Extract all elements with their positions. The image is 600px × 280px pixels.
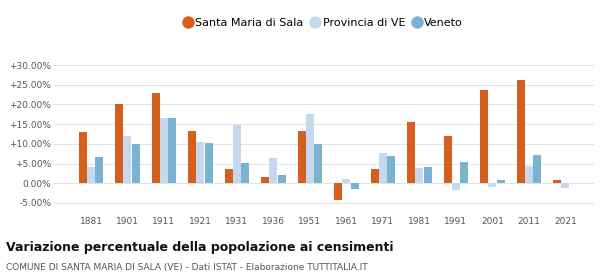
Bar [278,174,286,183]
Bar [169,118,176,183]
Bar [205,143,213,183]
Bar [95,157,103,183]
Bar [188,131,196,183]
Bar [488,183,496,187]
Bar [314,144,322,183]
Legend: Santa Maria di Sala, Provincia di VE, Veneto: Santa Maria di Sala, Provincia di VE, Ve… [182,14,466,32]
Bar [87,167,95,183]
Bar [415,168,424,183]
Bar [132,144,140,183]
Bar [562,183,569,188]
Bar [224,169,233,183]
Bar [160,118,168,183]
Bar [517,80,524,183]
Bar [443,136,452,183]
Bar [533,155,541,183]
Bar [343,179,350,183]
Bar [306,114,314,183]
Bar [460,162,469,183]
Bar [452,183,460,190]
Bar [424,167,432,183]
Text: Variazione percentuale della popolazione ai censimenti: Variazione percentuale della popolazione… [6,241,394,254]
Bar [241,163,250,183]
Bar [407,122,415,183]
Bar [388,156,395,183]
Bar [553,180,561,183]
Bar [379,153,387,183]
Bar [115,104,123,183]
Bar [371,169,379,183]
Bar [298,131,305,183]
Bar [334,183,342,200]
Bar [152,93,160,183]
Bar [351,183,359,189]
Bar [480,90,488,183]
Bar [525,165,533,183]
Bar [233,125,241,183]
Bar [79,132,86,183]
Bar [261,177,269,183]
Bar [269,158,277,183]
Text: COMUNE DI SANTA MARIA DI SALA (VE) - Dati ISTAT - Elaborazione TUTTITALIA.IT: COMUNE DI SANTA MARIA DI SALA (VE) - Dat… [6,263,368,272]
Bar [124,136,131,183]
Bar [497,180,505,183]
Bar [196,142,205,183]
